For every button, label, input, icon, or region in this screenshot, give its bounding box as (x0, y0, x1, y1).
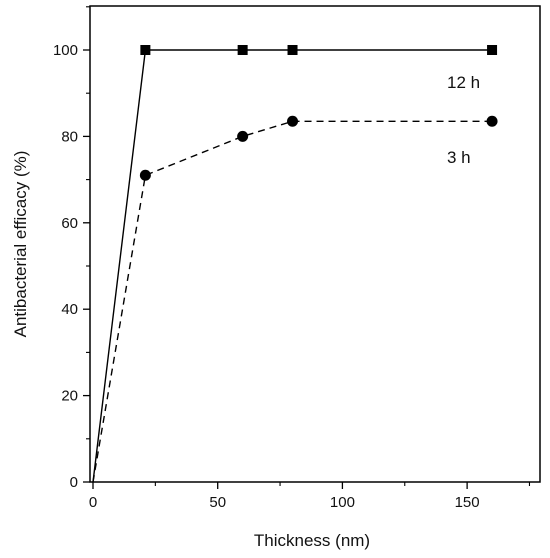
x-tick-label: 100 (330, 494, 355, 511)
y-tick-label: 40 (61, 301, 78, 318)
series-markers (139, 45, 498, 181)
data-point-3h (139, 169, 151, 181)
series-label-3h: 3 h (447, 148, 471, 167)
x-tick-label: 0 (89, 494, 97, 511)
axis-ticks: 0 50 100 150 0 20 40 60 80 100 (53, 6, 531, 511)
data-point-3h (237, 130, 249, 142)
data-point-12h (237, 45, 248, 55)
y-tick-label: 60 (61, 215, 78, 232)
series-line-12h (92, 49, 493, 483)
plot-frame (89, 5, 541, 483)
y-axis-title: Antibacterial efficacy (%) (11, 151, 30, 338)
x-tick-label: 150 (455, 494, 480, 511)
data-point-12h (140, 45, 151, 55)
y-tick-label: 100 (53, 42, 78, 59)
series-line-3h (92, 120, 493, 483)
data-point-3h (287, 115, 299, 127)
y-tick-label: 0 (70, 474, 78, 491)
y-tick-label: 80 (61, 128, 78, 145)
y-tick-label: 20 (61, 388, 78, 405)
series-lines (92, 49, 493, 483)
x-tick-label: 50 (209, 494, 226, 511)
data-point-12h (287, 45, 298, 55)
data-point-3h (486, 115, 498, 127)
series-label-12h: 12 h (447, 73, 480, 92)
x-axis-title: Thickness (nm) (254, 531, 370, 550)
data-point-12h (487, 45, 498, 55)
